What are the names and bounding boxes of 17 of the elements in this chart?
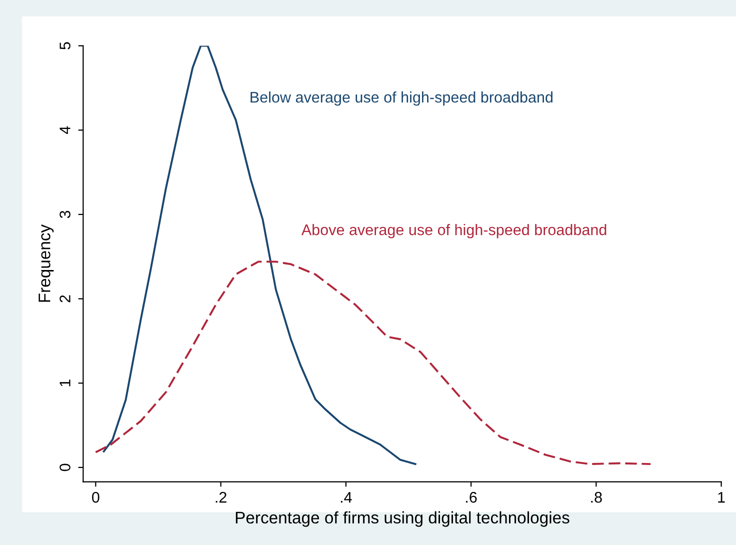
x-tick-label: .8 bbox=[591, 492, 602, 503]
y-tick-label: 1 bbox=[60, 380, 70, 386]
y-tick-label: 4 bbox=[60, 126, 70, 134]
x-tick-label: 1 bbox=[718, 492, 725, 503]
series-label: Below average use of high-speed broadband bbox=[250, 91, 552, 106]
y-tick-label: 0 bbox=[60, 464, 70, 472]
x-axis-title: Percentage of firms using digital technologies bbox=[236, 511, 570, 527]
x-tick-label: .6 bbox=[466, 492, 477, 503]
y-axis-title: Frequency bbox=[38, 224, 54, 302]
x-tick-label: 0 bbox=[92, 492, 100, 503]
y-tick-label: 3 bbox=[60, 210, 70, 218]
x-tick-label: .2 bbox=[216, 492, 226, 503]
line-series bbox=[94, 260, 652, 466]
x-tick-label: .4 bbox=[340, 492, 352, 503]
series-label: Above average use of high-speed broadband bbox=[301, 224, 606, 238]
y-tick-label: 5 bbox=[60, 42, 70, 50]
y-tick-label: 2 bbox=[60, 295, 70, 302]
